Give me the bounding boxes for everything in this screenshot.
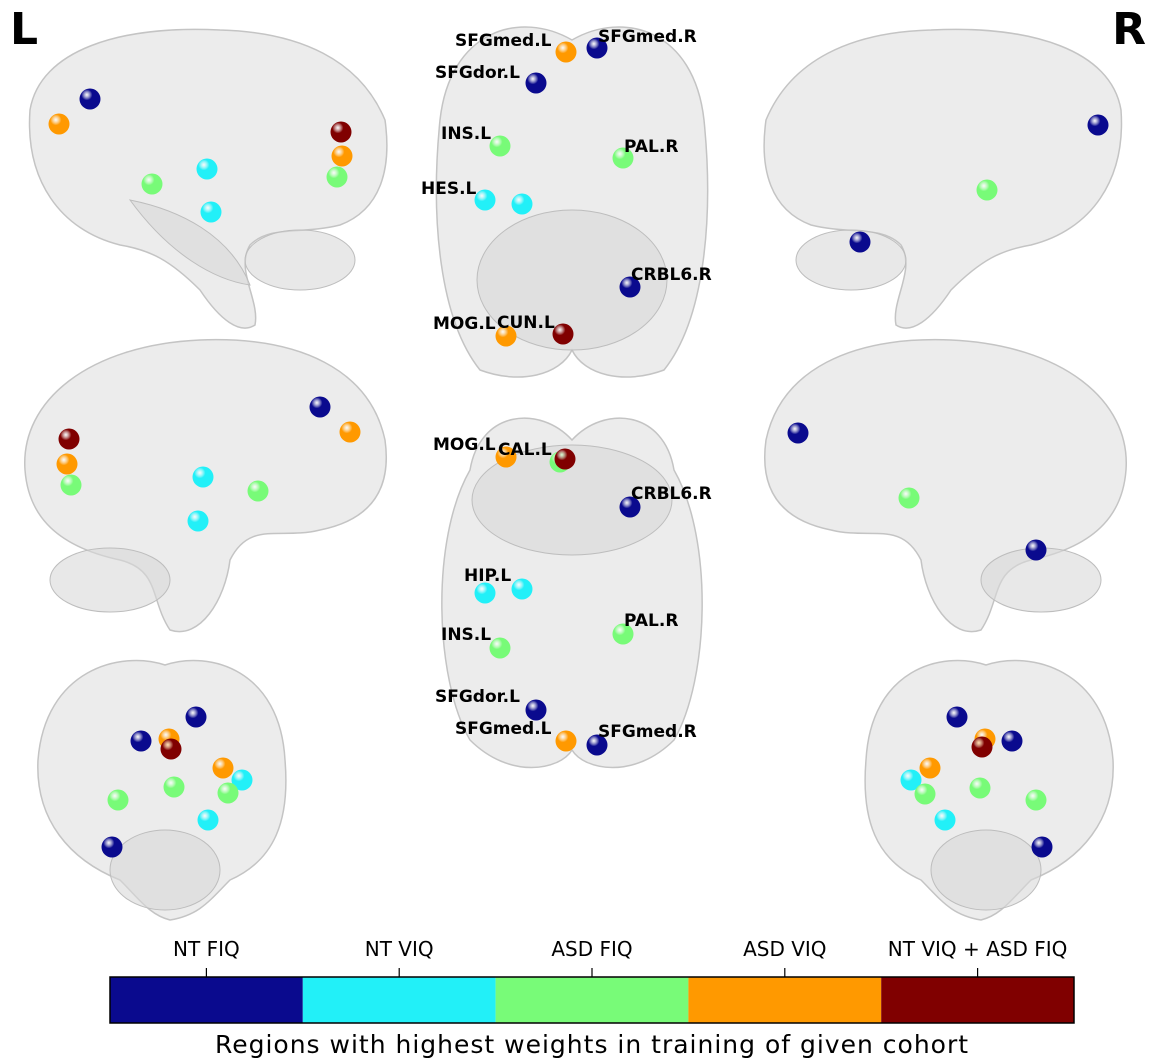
region-label: HES.L [421, 179, 477, 199]
region-sphere [161, 739, 182, 760]
region-sphere [218, 783, 239, 804]
region-sphere [188, 511, 209, 532]
region-label: PAL.R [624, 137, 678, 157]
colorbar-segment [688, 977, 881, 1023]
region-sphere [970, 778, 991, 799]
colorbar-tick-label: NT FIQ [173, 937, 240, 961]
region-sphere [475, 190, 496, 211]
brain-right-medial [765, 340, 1127, 632]
colorbar-tick-label: ASD VIQ [743, 937, 826, 961]
region-sphere [332, 146, 353, 167]
region-sphere [193, 467, 214, 488]
region-sphere [164, 777, 185, 798]
region-sphere [80, 89, 101, 110]
region-sphere [526, 700, 547, 721]
region-sphere [512, 194, 533, 215]
region-sphere [198, 810, 219, 831]
region-sphere [935, 810, 956, 831]
region-sphere [490, 638, 511, 659]
region-label: SFGdor.L [435, 63, 520, 83]
region-label: SFGmed.R [598, 27, 697, 47]
region-sphere [947, 707, 968, 728]
side-label: R [1112, 4, 1146, 55]
colorbar-tick-label: NT VIQ + ASD FIQ [888, 937, 1068, 961]
region-label: MOG.L [433, 314, 496, 334]
region-sphere [57, 454, 78, 475]
region-sphere [899, 488, 920, 509]
region-sphere [1026, 540, 1047, 561]
region-sphere [512, 579, 533, 600]
region-label: INS.L [441, 625, 491, 645]
figure: L R SFGmed.L SFGmed.R SFGdor.L INS.L PAL.R HE… [0, 0, 1151, 1060]
region-sphere [915, 784, 936, 805]
region-sphere [788, 423, 809, 444]
region-label: CRBL6.R [631, 265, 712, 285]
region-sphere [490, 136, 511, 157]
region-sphere [310, 397, 331, 418]
region-sphere [142, 174, 163, 195]
region-label: SFGmed.L [455, 719, 552, 739]
region-label: SFGdor.L [435, 687, 520, 707]
region-sphere [556, 42, 577, 63]
region-sphere [213, 758, 234, 779]
region-sphere [340, 422, 361, 443]
region-sphere [197, 159, 218, 180]
region-label: CRBL6.R [631, 484, 712, 504]
side-label: L [10, 4, 38, 55]
colorbar: NT FIQ NT VIQ ASD FIQ ASD VIQ NT VIQ + ASD F… [110, 937, 1074, 1023]
region-sphere [327, 167, 348, 188]
region-sphere [248, 481, 269, 502]
colorbar-tick-label: NT VIQ [365, 937, 434, 961]
region-sphere [1032, 837, 1053, 858]
region-sphere [526, 73, 547, 94]
region-label: SFGmed.R [598, 722, 697, 742]
region-sphere [850, 232, 871, 253]
region-label: CAL.L [498, 440, 552, 460]
region-label: HIP.L [464, 566, 511, 586]
region-label: INS.L [441, 124, 491, 144]
region-sphere [553, 324, 574, 345]
region-sphere [102, 837, 123, 858]
colorbar-segment [881, 977, 1074, 1023]
region-label: CUN.L [497, 313, 555, 333]
region-sphere [186, 707, 207, 728]
region-sphere [1026, 790, 1047, 811]
region-sphere [131, 731, 152, 752]
region-sphere [49, 114, 70, 135]
colorbar-caption: Regions with highest weights in training… [215, 1030, 969, 1059]
region-sphere [61, 475, 82, 496]
region-sphere [972, 737, 993, 758]
colorbar-segment [303, 977, 496, 1023]
brain-right-lateral [764, 29, 1121, 328]
colorbar-tick-label: ASD FIQ [551, 937, 632, 961]
region-sphere [920, 758, 941, 779]
colorbar-segment [110, 977, 303, 1023]
region-sphere [201, 202, 222, 223]
region-sphere [331, 122, 352, 143]
region-sphere [1088, 115, 1109, 136]
region-label: PAL.R [624, 611, 678, 631]
region-label: SFGmed.L [455, 31, 552, 51]
region-sphere [977, 180, 998, 201]
brain-coronal-left [38, 660, 286, 920]
region-label: MOG.L [433, 435, 496, 455]
region-sphere [1002, 731, 1023, 752]
colorbar-segment [496, 977, 689, 1023]
region-sphere [59, 429, 80, 450]
region-sphere [108, 790, 129, 811]
region-sphere [555, 449, 576, 470]
region-sphere [556, 731, 577, 752]
